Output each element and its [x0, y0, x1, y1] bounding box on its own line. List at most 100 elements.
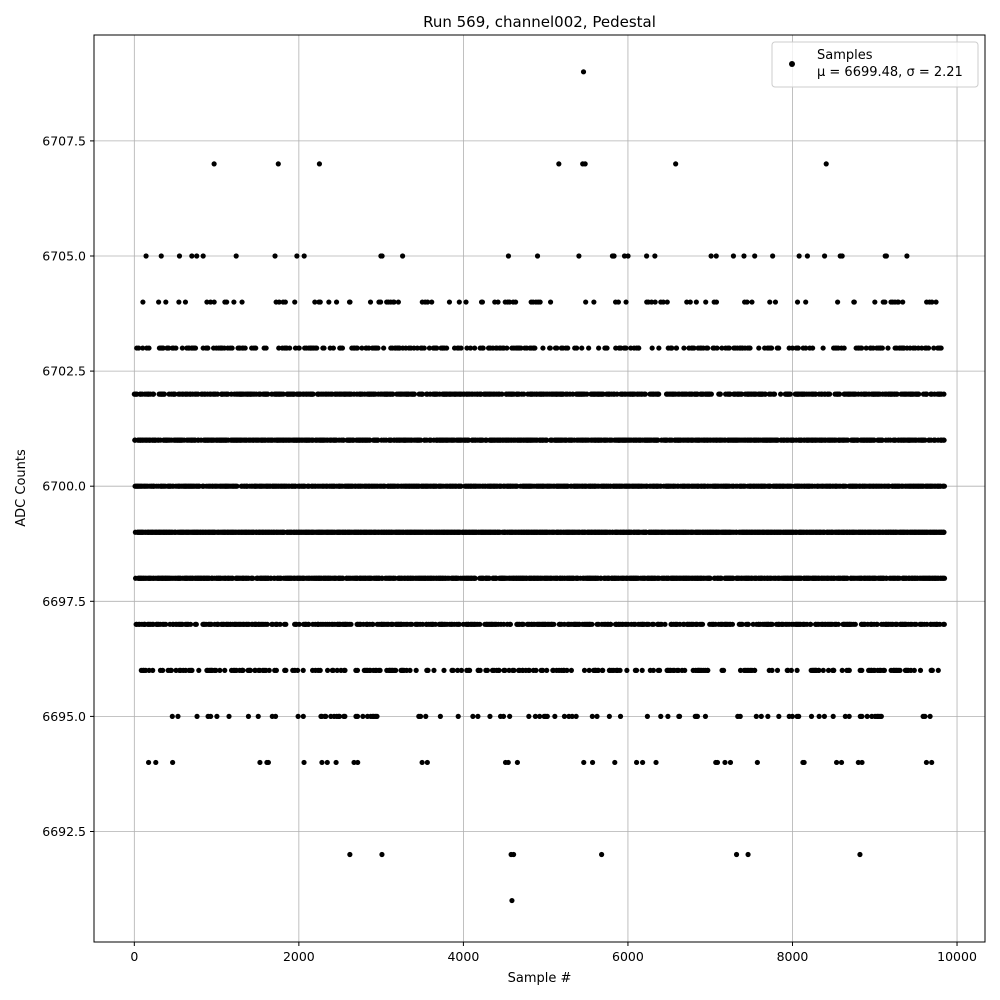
sample-point	[265, 391, 271, 397]
sample-point	[143, 253, 149, 259]
sample-point	[477, 621, 483, 627]
sample-point	[359, 345, 365, 351]
sample-point	[432, 621, 439, 627]
sample-point	[173, 345, 179, 351]
sample-point	[426, 345, 433, 351]
sample-point	[272, 713, 279, 720]
sample-point	[239, 299, 245, 305]
sample-point	[730, 253, 737, 259]
sample-point	[565, 345, 571, 351]
sample-point	[606, 713, 612, 720]
sample-point	[263, 345, 269, 351]
sample-point	[644, 253, 650, 259]
sample-point	[917, 667, 924, 673]
sample-point	[296, 621, 302, 627]
sample-point	[801, 759, 807, 766]
sample-point	[669, 345, 675, 351]
sample-point	[935, 667, 941, 673]
sample-point	[544, 667, 550, 673]
sample-point	[479, 299, 486, 305]
sample-point	[579, 345, 585, 351]
sample-point	[772, 299, 779, 305]
sample-point	[295, 667, 301, 673]
sample-point	[370, 621, 376, 627]
sample-point	[188, 621, 194, 627]
sample-point	[301, 759, 307, 766]
sample-point	[808, 621, 814, 627]
sample-point	[150, 667, 156, 673]
sample-point	[624, 667, 630, 673]
sample-point	[821, 253, 828, 259]
sample-point	[146, 345, 152, 351]
sample-point	[611, 253, 617, 259]
sample-point	[739, 621, 745, 627]
sample-point	[160, 345, 166, 351]
sample-point	[547, 299, 554, 305]
sample-point	[391, 299, 397, 305]
sample-point	[885, 345, 891, 351]
sample-point	[547, 345, 553, 351]
sample-point	[758, 713, 764, 720]
sample-point	[752, 667, 758, 673]
sample-point	[342, 713, 348, 720]
sample-point	[836, 391, 843, 397]
sample-point	[277, 621, 283, 627]
sample-point	[747, 345, 753, 351]
sample-point	[168, 667, 174, 673]
sample-point	[250, 575, 256, 581]
sample-point	[552, 713, 558, 720]
sample-point	[838, 759, 845, 766]
sample-point	[484, 667, 491, 673]
sample-point	[707, 575, 713, 581]
sample-point	[804, 253, 811, 259]
sample-point	[584, 391, 590, 397]
sample-point	[581, 759, 587, 766]
sample-point	[714, 345, 720, 351]
sample-point	[655, 437, 661, 443]
sample-point	[534, 253, 541, 259]
sample-point	[140, 345, 146, 351]
sample-point	[472, 345, 478, 351]
sample-point	[872, 299, 878, 305]
sample-point	[827, 391, 833, 397]
sample-point	[354, 667, 361, 673]
sample-point	[306, 621, 312, 627]
sample-point	[699, 621, 706, 627]
sample-point	[242, 345, 248, 351]
sample-point	[788, 667, 794, 673]
sample-point	[526, 667, 532, 673]
sample-point	[656, 667, 663, 673]
sample-point	[300, 667, 306, 673]
sample-point	[644, 713, 651, 720]
sample-point	[878, 713, 884, 720]
sample-point	[882, 299, 888, 305]
scatter-points	[131, 69, 948, 904]
sample-point	[727, 759, 734, 766]
sample-point	[591, 299, 597, 305]
sample-point	[421, 345, 427, 351]
sample-point	[222, 667, 228, 673]
sample-point	[691, 345, 697, 351]
sample-point	[594, 713, 600, 720]
sample-point	[511, 667, 517, 673]
sample-point	[480, 345, 486, 351]
sample-point	[292, 299, 298, 305]
sample-point	[204, 299, 210, 305]
sample-point	[467, 667, 473, 673]
sample-point	[830, 713, 836, 720]
sample-point	[333, 759, 339, 766]
sample-point	[431, 667, 437, 673]
sample-point	[312, 299, 318, 305]
sample-point	[673, 345, 680, 351]
sample-point	[656, 345, 662, 351]
sample-point	[506, 667, 512, 673]
sample-point	[295, 713, 301, 720]
sample-point	[300, 713, 306, 720]
sample-point	[467, 345, 474, 351]
sample-point	[796, 253, 802, 259]
sample-point	[472, 575, 478, 581]
sample-point	[765, 713, 771, 720]
sample-point	[434, 345, 440, 351]
sample-point	[437, 713, 443, 720]
